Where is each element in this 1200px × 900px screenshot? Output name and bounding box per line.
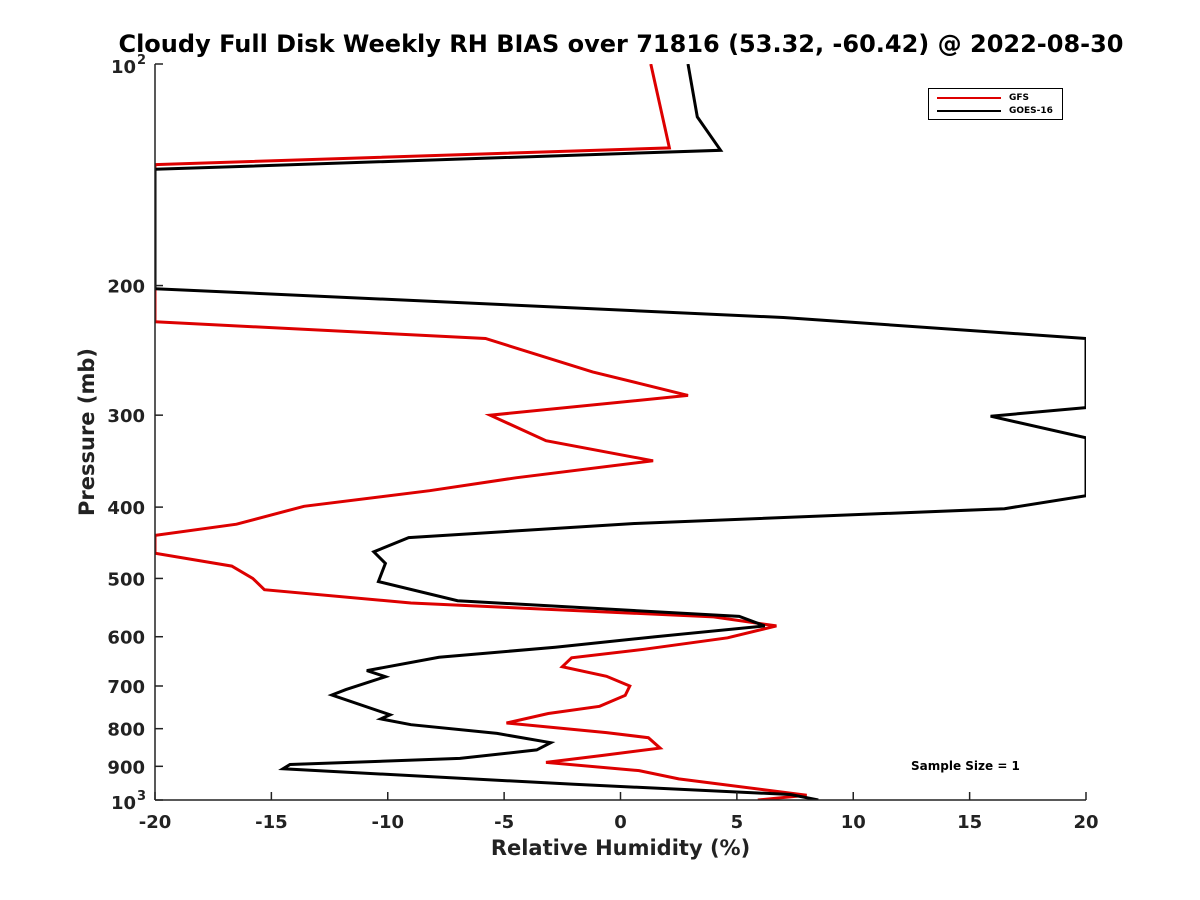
- y-tick-label-exponent: 2: [137, 53, 146, 68]
- y-tick-label: 200: [107, 277, 145, 298]
- x-tick-label: -10: [371, 812, 404, 833]
- x-tick-label: 0: [614, 812, 627, 833]
- y-tick-label: 300: [107, 406, 145, 427]
- y-axis-label: Pressure (mb): [75, 348, 99, 516]
- y-tick-label-exponent: 3: [137, 789, 146, 804]
- x-tick-label: 20: [1073, 812, 1098, 833]
- x-axis-label: Relative Humidity (%): [490, 836, 751, 860]
- axes: [154, 64, 1086, 801]
- legend-label-gfs: GFS: [1009, 93, 1030, 103]
- x-tick-label: -20: [139, 812, 172, 833]
- y-tick-label: 500: [107, 569, 145, 590]
- legend-label-goes16: GOES-16: [1009, 106, 1053, 116]
- x-tick-label: -15: [255, 812, 288, 833]
- y-tick-label: 700: [107, 677, 145, 698]
- y-tick-label: 400: [107, 498, 145, 519]
- x-tick-label: 5: [731, 812, 744, 833]
- y-tick-label: 10: [111, 57, 136, 78]
- x-tick-label: 15: [957, 812, 982, 833]
- legend-swatch-gfs: [937, 97, 1001, 99]
- legend: GFS GOES-16: [928, 88, 1063, 120]
- sample-size-annotation: Sample Size = 1: [911, 759, 1020, 773]
- series-line-goes16: [155, 64, 1086, 800]
- y-tick-label: 10: [111, 793, 136, 814]
- legend-item-gfs: GFS: [937, 92, 1061, 104]
- y-tick-label: 900: [107, 757, 145, 778]
- series-line-gfs: [155, 64, 807, 800]
- legend-swatch-goes16: [937, 110, 1001, 112]
- x-tick-label: -5: [494, 812, 514, 833]
- x-tick-label: 10: [841, 812, 866, 833]
- y-tick-label: 600: [107, 628, 145, 649]
- chart-title: Cloudy Full Disk Weekly RH BIAS over 718…: [118, 30, 1124, 58]
- legend-item-goes16: GOES-16: [937, 105, 1061, 117]
- plot-area: [155, 64, 1086, 800]
- y-tick-label: 800: [107, 720, 145, 741]
